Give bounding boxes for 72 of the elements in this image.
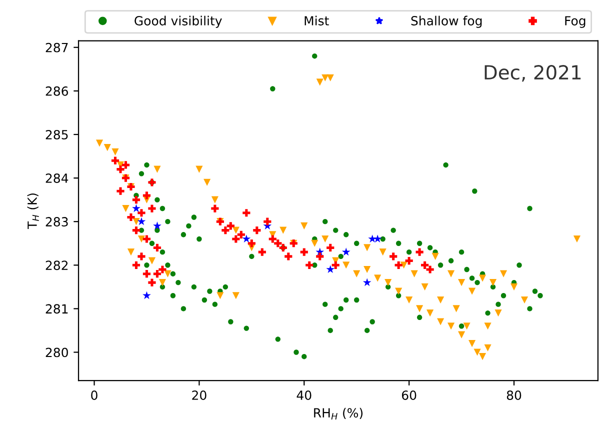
point — [268, 235, 276, 243]
point — [316, 252, 324, 260]
x-axis-title: RH$_{H}$ (%) — [314, 408, 363, 420]
y-tick-label: 282 — [46, 260, 68, 270]
legend-label: Mist — [304, 16, 329, 26]
legend-label: Shallow fog — [411, 16, 482, 28]
point — [138, 252, 146, 260]
point — [390, 252, 398, 260]
y-axis-title: T$_{H}$ (K) — [27, 193, 39, 230]
point — [148, 204, 156, 212]
point — [148, 278, 156, 286]
y-tick-label: 284 — [46, 174, 68, 183]
legend-label: Good visibility — [134, 16, 222, 28]
point — [158, 266, 166, 274]
point — [342, 248, 350, 256]
point — [306, 261, 314, 269]
point — [426, 266, 434, 274]
point — [127, 213, 135, 222]
x-tick-label: 20 — [192, 390, 206, 400]
point — [132, 196, 140, 204]
point — [242, 234, 251, 243]
point — [132, 261, 140, 269]
y-tick-label: 287 — [46, 42, 68, 52]
x-tick-label: 0 — [91, 390, 98, 400]
point — [326, 244, 334, 252]
point — [122, 161, 130, 169]
point — [362, 278, 372, 286]
x-tick-label: 80 — [506, 390, 522, 400]
point — [222, 226, 230, 234]
point — [373, 234, 382, 243]
point — [232, 235, 240, 243]
point — [284, 252, 292, 260]
point — [421, 261, 429, 269]
point — [153, 244, 162, 252]
point — [142, 270, 151, 278]
point — [242, 209, 250, 217]
point — [137, 217, 146, 226]
point — [258, 248, 266, 256]
point — [332, 261, 340, 269]
legend-label: Fog — [565, 16, 586, 28]
point — [253, 226, 261, 234]
point — [116, 187, 124, 195]
point — [416, 248, 424, 256]
point — [142, 235, 151, 243]
annotation: Dec, 2021 — [484, 64, 581, 82]
point — [326, 265, 335, 274]
point — [237, 230, 245, 238]
x-tick-label: 40 — [296, 390, 312, 400]
point — [138, 209, 146, 217]
point — [248, 240, 256, 248]
point — [394, 261, 402, 269]
point — [226, 222, 234, 230]
point — [142, 192, 151, 200]
y-tick-label: 286 — [46, 86, 68, 96]
y-tick-label: 280 — [46, 348, 68, 358]
point — [300, 248, 308, 256]
x-tick-label: 60 — [402, 390, 416, 400]
point — [132, 204, 140, 212]
point — [211, 204, 219, 212]
point — [111, 156, 120, 164]
point — [274, 240, 282, 248]
point — [153, 270, 162, 278]
y-tick-label: 281 — [46, 304, 68, 314]
y-tick-label: 285 — [46, 130, 68, 140]
point — [116, 166, 124, 174]
point — [153, 222, 162, 230]
point — [405, 256, 413, 265]
y-tick-label: 283 — [46, 217, 68, 227]
point — [132, 226, 140, 234]
point — [142, 291, 151, 300]
point — [368, 234, 377, 243]
point — [264, 218, 272, 226]
